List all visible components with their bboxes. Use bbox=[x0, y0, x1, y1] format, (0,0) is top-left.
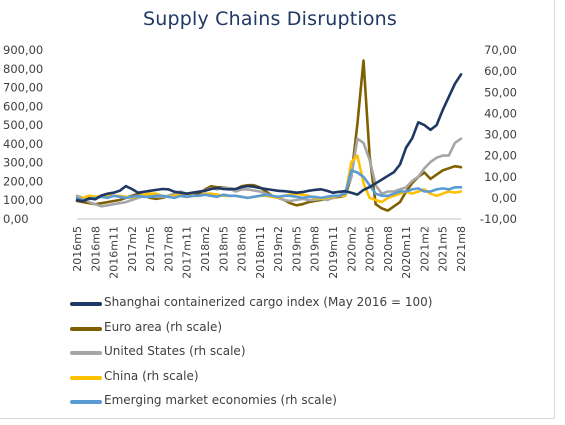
left-tick-label: 100,00 bbox=[3, 193, 43, 207]
legend-swatch bbox=[70, 351, 102, 355]
x-tick-label: 2018m8 bbox=[236, 226, 249, 272]
x-tick-label: 2016m8 bbox=[89, 226, 102, 272]
chart-title: Supply Chains Disruptions bbox=[142, 8, 397, 30]
x-tick-label: 2020m8 bbox=[382, 226, 395, 272]
legend-swatch bbox=[70, 375, 102, 380]
x-axis: 2016m5 2016m8 2016m11 2017m2 2017m5 2017m8 201… bbox=[71, 218, 468, 279]
x-tick-label: 2017m2 bbox=[126, 226, 139, 272]
legend-label: United States (rh scale) bbox=[104, 344, 246, 358]
series-line-4 bbox=[75, 169, 463, 202]
x-tick-label: 2018m2 bbox=[199, 226, 212, 272]
left-tick-label: 700,00 bbox=[3, 81, 43, 95]
right-tick-label: 60,00 bbox=[484, 64, 517, 78]
right-tick-label: 70,00 bbox=[484, 43, 517, 57]
x-tick-label: 2016m5 bbox=[71, 226, 84, 272]
x-tick-label: 2017m8 bbox=[162, 226, 175, 272]
legend-swatch bbox=[70, 302, 102, 306]
legend-label: Emerging market economies (rh scale) bbox=[104, 393, 337, 407]
legend-swatch bbox=[70, 400, 102, 404]
left-tick-label: 900,00 bbox=[3, 43, 43, 57]
left-tick-label: 0,00 bbox=[3, 212, 29, 226]
right-tick-label: 20,00 bbox=[484, 149, 517, 163]
x-tick-label: 2020m11 bbox=[400, 226, 413, 279]
series-layer bbox=[75, 59, 463, 212]
legend-label: Euro area (rh scale) bbox=[104, 319, 223, 334]
x-tick-label: 2020m5 bbox=[364, 226, 377, 272]
right-tick-label: 50,00 bbox=[484, 85, 517, 99]
right-tick-label: -10,00 bbox=[480, 212, 517, 226]
x-tick-label: 2019m11 bbox=[327, 226, 340, 279]
x-tick-label: 2018m5 bbox=[217, 226, 230, 272]
left-tick-label: 500,00 bbox=[3, 118, 43, 132]
series-line-0 bbox=[75, 73, 463, 203]
legend-label: China (rh scale) bbox=[104, 368, 199, 383]
x-tick-label: 2020m2 bbox=[345, 226, 358, 272]
x-tick-label: 2019m5 bbox=[290, 226, 303, 272]
x-tick-label: 2021m8 bbox=[455, 226, 468, 272]
left-tick-label: 400,00 bbox=[3, 137, 43, 151]
x-tick-label: 2018m11 bbox=[254, 226, 267, 279]
x-tick-label: 2019m2 bbox=[272, 226, 285, 272]
right-tick-label: 10,00 bbox=[484, 170, 517, 184]
line-chart: 0,00 100,00 200,00 300,00 400,00 500,00 600,00… bbox=[3, 43, 517, 279]
left-tick-label: 300,00 bbox=[3, 156, 43, 170]
right-y-axis: -10,00 0,00 10,00 20,00 30,00 40,00 50,00 60,00… bbox=[480, 43, 517, 226]
right-tick-label: 30,00 bbox=[484, 128, 517, 142]
right-tick-label: 40,00 bbox=[484, 106, 517, 120]
legend-swatch bbox=[70, 326, 102, 331]
right-tick-label: 0,00 bbox=[491, 191, 517, 205]
left-tick-label: 800,00 bbox=[3, 62, 43, 76]
x-tick-label: 2021m2 bbox=[418, 226, 431, 272]
x-tick-label: 2021m5 bbox=[437, 226, 450, 272]
legend-label: Shanghai containerized cargo index (May … bbox=[104, 295, 433, 309]
x-tick-label: 2017m11 bbox=[181, 226, 194, 279]
x-tick-label: 2017m5 bbox=[144, 226, 157, 272]
chart-frame: Supply Chains Disruptions 0,00 100,00 200,… bbox=[0, 0, 555, 419]
left-y-axis: 0,00 100,00 200,00 300,00 400,00 500,00 600,00… bbox=[3, 43, 43, 226]
left-tick-label: 200,00 bbox=[3, 174, 43, 188]
left-tick-label: 600,00 bbox=[3, 99, 43, 113]
x-tick-label: 2016m11 bbox=[108, 226, 121, 279]
x-tick-label: 2019m8 bbox=[309, 226, 322, 272]
